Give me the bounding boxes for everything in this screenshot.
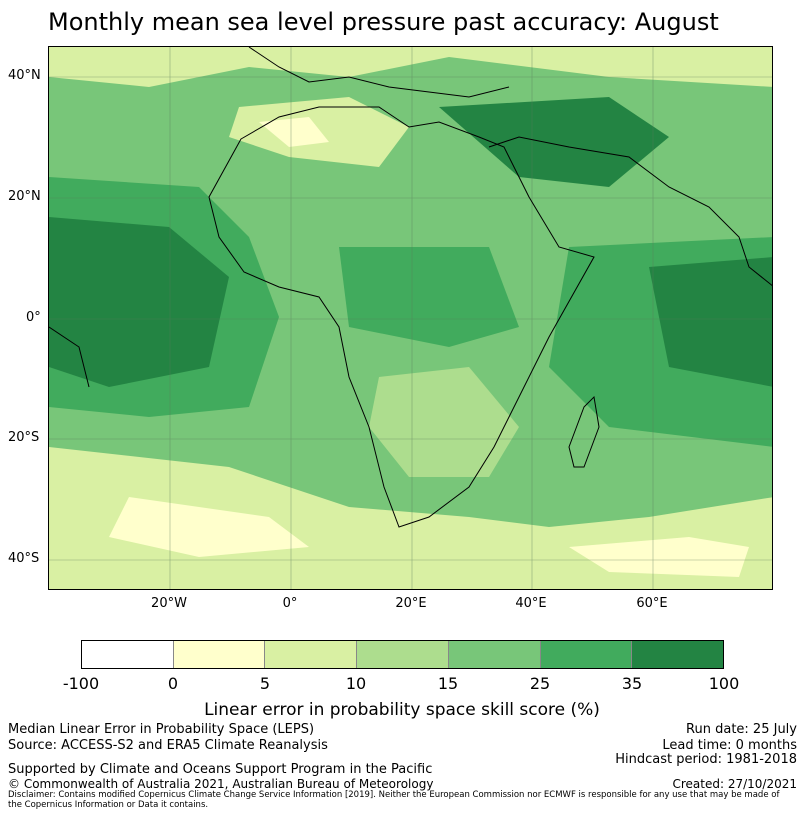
arabia-asia-coastline (488, 136, 772, 287)
footer-hindcast: Hindcast period: 1981-2018 (615, 752, 797, 767)
colorbar-tick: 10 (345, 674, 367, 693)
colorbar-bin-0 (82, 641, 174, 668)
europe-coastline (248, 47, 510, 98)
map-svg (49, 47, 772, 589)
south-america-coastline (49, 326, 90, 388)
south-atlantic-pale-patch (109, 497, 309, 557)
central-africa-patch (339, 247, 519, 347)
footer-disclaimer: Disclaimer: Contains modified Copernicus… (8, 790, 780, 810)
colorbar-tick: -100 (62, 674, 100, 693)
indian-ocean-dark-patch (649, 257, 772, 387)
footer-run-date: Run date: 25 July (686, 722, 797, 737)
lat-label-40n: 40°N (8, 68, 41, 83)
madagascar-coastline (568, 395, 600, 468)
lon-label-60e: 60°E (636, 596, 668, 611)
footer-created: Created: 27/10/2021 (672, 777, 797, 791)
lon-label-20w: 20°W (151, 596, 187, 611)
colorbar-bin-4 (448, 641, 541, 668)
graticule (49, 47, 772, 589)
colorbar-tick: 5 (259, 674, 271, 693)
chart-title: Monthly mean sea level pressure past acc… (48, 8, 719, 36)
lon-label-0: 0° (282, 596, 298, 611)
middle-east-dark-patch (439, 97, 669, 187)
colorbar-tick: 25 (529, 674, 551, 693)
lat-label-40s: 40°S (8, 551, 40, 566)
lat-label-20s: 20°S (8, 430, 40, 445)
sahara-pale-patch (259, 117, 329, 147)
colorbar-bin-5 (540, 641, 633, 668)
south-indian-pale-patch (569, 537, 749, 577)
footer-supported: Supported by Climate and Oceans Support … (8, 762, 433, 777)
africa-coastline (208, 106, 595, 528)
colorbar-bin-2 (265, 641, 358, 668)
tropical-atlantic-dark-patch (49, 217, 229, 387)
southern-africa-patch (369, 367, 519, 477)
lat-label-eq: 0° (26, 310, 41, 325)
footer-copyright: © Commonwealth of Australia 2021, Austra… (8, 777, 434, 791)
skill-map (48, 46, 773, 590)
colorbar-bin-1 (173, 641, 266, 668)
colorbar-tick: 15 (437, 674, 459, 693)
colorbar-tick: 35 (621, 674, 643, 693)
footer-lead-time: Lead time: 0 months (662, 738, 797, 753)
colorbar (81, 640, 724, 669)
lat-label-20n: 20°N (8, 189, 41, 204)
lon-label-20e: 20°E (395, 596, 427, 611)
colorbar-tick: 100 (708, 674, 740, 693)
colorbar-tick: 0 (167, 674, 179, 693)
north-light-band (49, 47, 772, 87)
colorbar-bin-6 (632, 641, 724, 668)
colorbar-bin-3 (357, 641, 449, 668)
colorbar-label: Linear error in probability space skill … (204, 700, 600, 720)
footer-source: Source: ACCESS-S2 and ERA5 Climate Reana… (8, 738, 328, 753)
lon-label-40e: 40°E (515, 596, 547, 611)
footer-method: Median Linear Error in Probability Space… (8, 722, 315, 737)
